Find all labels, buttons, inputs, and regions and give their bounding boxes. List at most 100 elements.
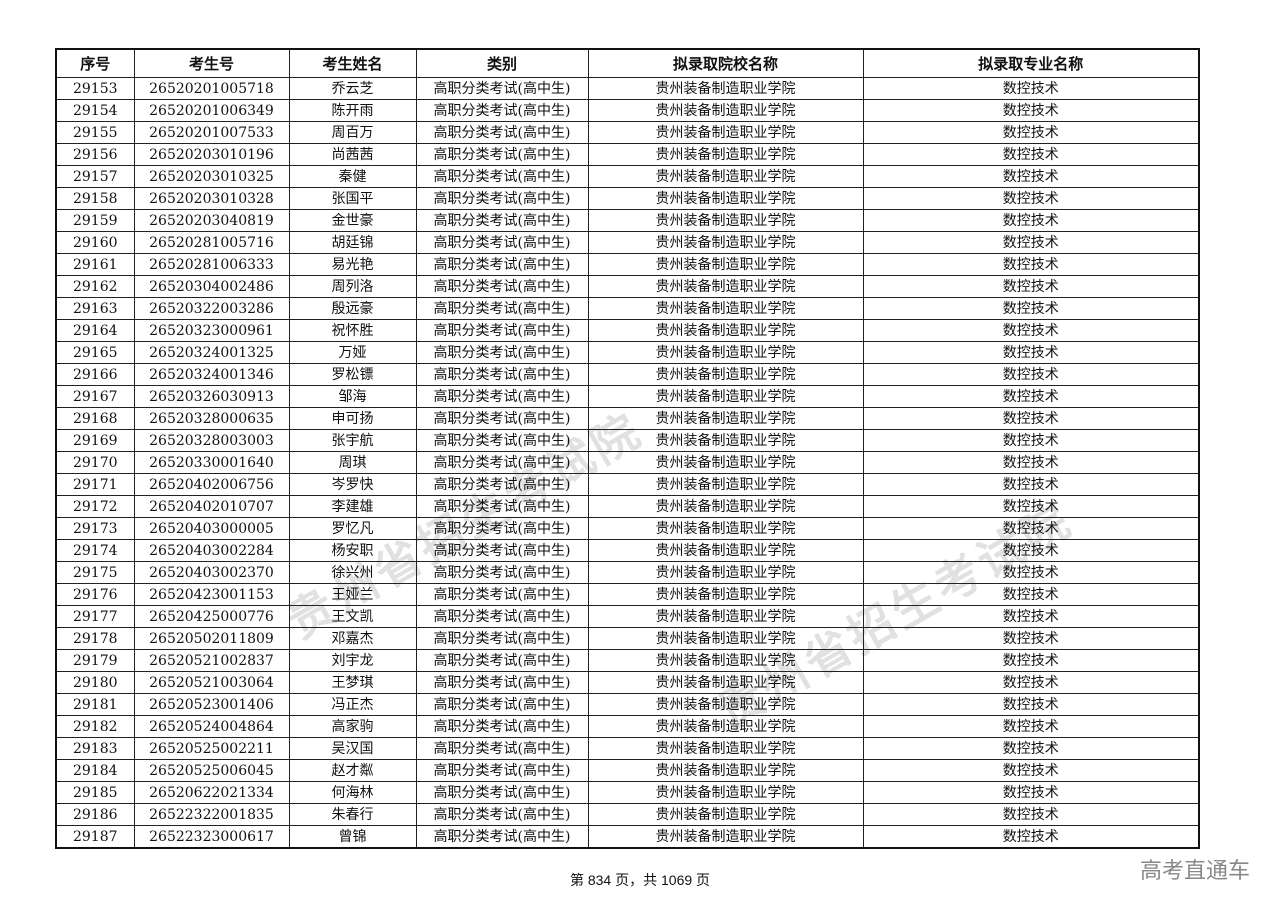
cell-school: 贵州装备制造职业学院 (587, 231, 864, 254)
cell-seq: 29183 (55, 737, 135, 760)
cell-exam-id: 26520201005718 (133, 77, 290, 100)
cell-exam-id: 26520502011809 (133, 627, 290, 650)
cell-seq: 29169 (55, 429, 135, 452)
cell-seq: 29153 (55, 77, 135, 100)
cell-seq: 29158 (55, 187, 135, 210)
cell-category: 高职分类考试(高中生) (415, 77, 589, 100)
cell-name: 殷远豪 (288, 297, 417, 320)
cell-school: 贵州装备制造职业学院 (587, 297, 864, 320)
cell-category: 高职分类考试(高中生) (415, 803, 589, 826)
cell-category: 高职分类考试(高中生) (415, 407, 589, 430)
cell-name: 刘宇龙 (288, 649, 417, 672)
cell-school: 贵州装备制造职业学院 (587, 517, 864, 540)
table-row: 29166 26520324001346 罗松镖 高职分类考试(高中生) 贵州装备制造职… (55, 363, 1200, 386)
cell-exam-id: 26520525006045 (133, 759, 290, 782)
cell-exam-id: 26520203040819 (133, 209, 290, 232)
cell-major: 数控技术 (862, 517, 1200, 540)
cell-seq: 29182 (55, 715, 135, 738)
cell-school: 贵州装备制造职业学院 (587, 451, 864, 474)
cell-major: 数控技术 (862, 649, 1200, 672)
cell-seq: 29157 (55, 165, 135, 188)
cell-major: 数控技术 (862, 143, 1200, 166)
cell-school: 贵州装备制造职业学院 (587, 99, 864, 122)
table-row: 29168 26520328000635 申可扬 高职分类考试(高中生) 贵州装备制造职… (55, 407, 1200, 430)
table-row: 29178 26520502011809 邓嘉杰 高职分类考试(高中生) 贵州装备制造职… (55, 627, 1200, 650)
cell-category: 高职分类考试(高中生) (415, 759, 589, 782)
cell-school: 贵州装备制造职业学院 (587, 627, 864, 650)
cell-name: 申可扬 (288, 407, 417, 430)
table-row: 29155 26520201007533 周百万 高职分类考试(高中生) 贵州装备制造职… (55, 121, 1200, 144)
cell-name: 李建雄 (288, 495, 417, 518)
cell-major: 数控技术 (862, 165, 1200, 188)
cell-exam-id: 26520330001640 (133, 451, 290, 474)
cell-name: 邓嘉杰 (288, 627, 417, 650)
cell-category: 高职分类考试(高中生) (415, 341, 589, 364)
cell-seq: 29173 (55, 517, 135, 540)
cell-seq: 29163 (55, 297, 135, 320)
cell-name: 吴汉国 (288, 737, 417, 760)
cell-major: 数控技术 (862, 429, 1200, 452)
cell-school: 贵州装备制造职业学院 (587, 319, 864, 342)
cell-name: 冯正杰 (288, 693, 417, 716)
cell-name: 秦健 (288, 165, 417, 188)
cell-name: 周百万 (288, 121, 417, 144)
cell-category: 高职分类考试(高中生) (415, 583, 589, 606)
cell-school: 贵州装备制造职业学院 (587, 605, 864, 628)
table-row: 29182 26520524004864 高家驹 高职分类考试(高中生) 贵州装备制造职… (55, 715, 1200, 738)
table-row: 29156 26520203010196 尚茜茜 高职分类考试(高中生) 贵州装备制造职… (55, 143, 1200, 166)
table-row: 29184 26520525006045 赵才粼 高职分类考试(高中生) 贵州装备制造职… (55, 759, 1200, 782)
cell-major: 数控技术 (862, 561, 1200, 584)
cell-school: 贵州装备制造职业学院 (587, 781, 864, 804)
cell-exam-id: 26520425000776 (133, 605, 290, 628)
cell-major: 数控技术 (862, 363, 1200, 386)
cell-school: 贵州装备制造职业学院 (587, 671, 864, 694)
cell-school: 贵州装备制造职业学院 (587, 715, 864, 738)
cell-category: 高职分类考试(高中生) (415, 649, 589, 672)
table-row: 29154 26520201006349 陈开雨 高职分类考试(高中生) 贵州装备制造职… (55, 99, 1200, 122)
cell-name: 罗松镖 (288, 363, 417, 386)
table-row: 29158 26520203010328 张国平 高职分类考试(高中生) 贵州装备制造职… (55, 187, 1200, 210)
cell-school: 贵州装备制造职业学院 (587, 209, 864, 232)
cell-major: 数控技术 (862, 275, 1200, 298)
cell-exam-id: 26520328003003 (133, 429, 290, 452)
cell-major: 数控技术 (862, 341, 1200, 364)
table-row: 29176 26520423001153 王娅兰 高职分类考试(高中生) 贵州装备制造职… (55, 583, 1200, 606)
cell-seq: 29161 (55, 253, 135, 276)
table-row: 29180 26520521003064 王梦琪 高职分类考试(高中生) 贵州装备制造职… (55, 671, 1200, 694)
cell-exam-id: 26522322001835 (133, 803, 290, 826)
cell-category: 高职分类考试(高中生) (415, 495, 589, 518)
cell-name: 朱春行 (288, 803, 417, 826)
cell-category: 高职分类考试(高中生) (415, 231, 589, 254)
cell-category: 高职分类考试(高中生) (415, 605, 589, 628)
cell-name: 祝怀胜 (288, 319, 417, 342)
cell-exam-id: 26520324001325 (133, 341, 290, 364)
cell-major: 数控技术 (862, 187, 1200, 210)
cell-major: 数控技术 (862, 715, 1200, 738)
table-row: 29175 26520403002370 徐兴州 高职分类考试(高中生) 贵州装备制造职… (55, 561, 1200, 584)
cell-major: 数控技术 (862, 385, 1200, 408)
cell-exam-id: 26520203010196 (133, 143, 290, 166)
cell-exam-id: 26520203010328 (133, 187, 290, 210)
cell-school: 贵州装备制造职业学院 (587, 143, 864, 166)
cell-major: 数控技术 (862, 605, 1200, 628)
cell-major: 数控技术 (862, 825, 1200, 849)
cell-category: 高职分类考试(高中生) (415, 693, 589, 716)
cell-school: 贵州装备制造职业学院 (587, 759, 864, 782)
cell-major: 数控技术 (862, 121, 1200, 144)
cell-exam-id: 26520403002284 (133, 539, 290, 562)
cell-name: 周琪 (288, 451, 417, 474)
cell-major: 数控技术 (862, 77, 1200, 100)
cell-name: 邹海 (288, 385, 417, 408)
cell-school: 贵州装备制造职业学院 (587, 121, 864, 144)
cell-seq: 29165 (55, 341, 135, 364)
cell-seq: 29172 (55, 495, 135, 518)
cell-school: 贵州装备制造职业学院 (587, 693, 864, 716)
cell-seq: 29164 (55, 319, 135, 342)
cell-major: 数控技术 (862, 759, 1200, 782)
cell-category: 高职分类考试(高中生) (415, 187, 589, 210)
cell-seq: 29154 (55, 99, 135, 122)
cell-category: 高职分类考试(高中生) (415, 297, 589, 320)
cell-school: 贵州装备制造职业学院 (587, 275, 864, 298)
cell-category: 高职分类考试(高中生) (415, 539, 589, 562)
cell-school: 贵州装备制造职业学院 (587, 429, 864, 452)
